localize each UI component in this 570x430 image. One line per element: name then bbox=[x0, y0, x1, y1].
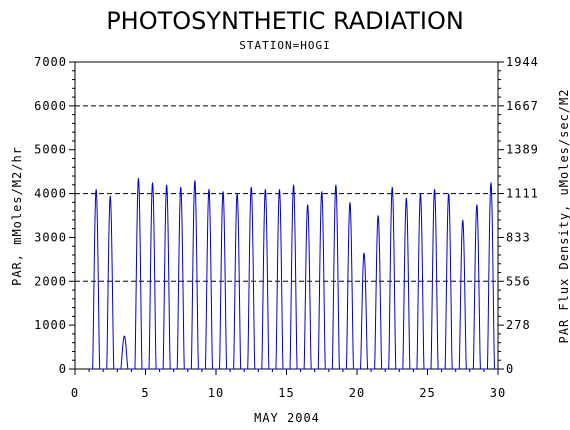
plot-frame bbox=[74, 61, 499, 370]
y-tick-label: 1000 bbox=[34, 318, 67, 332]
y-axis-label: PAR, mMoles/M2/hr bbox=[10, 146, 24, 286]
x-tick-label: 5 bbox=[141, 386, 149, 400]
y-tick-labels: 0 1000 2000 3000 4000 5000 6000 7000 bbox=[34, 55, 67, 376]
par-series-line bbox=[89, 178, 498, 370]
x-tick-label: 10 bbox=[208, 386, 224, 400]
y-tick-label: 2000 bbox=[34, 274, 67, 288]
y2-tick-label: 1389 bbox=[506, 143, 539, 157]
chart-title: PHOTOSYNTHETIC RADIATION bbox=[106, 7, 464, 35]
x-tick-label: 30 bbox=[490, 386, 506, 400]
y2-tick-label: 833 bbox=[506, 230, 531, 244]
y-tick-label: 5000 bbox=[34, 143, 67, 157]
y2-tick-label: 1667 bbox=[506, 99, 539, 113]
y-tick-label: 6000 bbox=[34, 99, 67, 113]
y-tick-label: 7000 bbox=[34, 55, 67, 69]
y2-tick-label: 0 bbox=[506, 362, 514, 376]
y2-axis-label: PAR Flux Density, uMoles/sec/M2 bbox=[557, 89, 570, 344]
y-tick-label: 4000 bbox=[34, 187, 67, 201]
y2-tick-label: 278 bbox=[506, 318, 531, 332]
x-tick-labels: 0 5 10 15 20 25 30 bbox=[71, 386, 506, 400]
y2-tick-label: 556 bbox=[506, 274, 531, 288]
y2-tick-labels: 0 278 556 833 1111 1389 1667 1944 bbox=[506, 55, 539, 376]
y-tick-label: 3000 bbox=[34, 230, 67, 244]
tick-marks bbox=[69, 61, 504, 375]
chart-subtitle: STATION=HOGI bbox=[239, 39, 330, 52]
y-tick-label: 0 bbox=[59, 362, 67, 376]
x-tick-label: 20 bbox=[349, 386, 365, 400]
y2-tick-label: 1111 bbox=[506, 187, 539, 201]
x-tick-label: 25 bbox=[419, 386, 435, 400]
x-tick-label: 0 bbox=[71, 386, 79, 400]
y2-tick-label: 1944 bbox=[506, 55, 539, 69]
x-tick-label: 15 bbox=[278, 386, 294, 400]
gridlines bbox=[75, 105, 498, 282]
x-axis-label: MAY 2004 bbox=[254, 411, 320, 425]
